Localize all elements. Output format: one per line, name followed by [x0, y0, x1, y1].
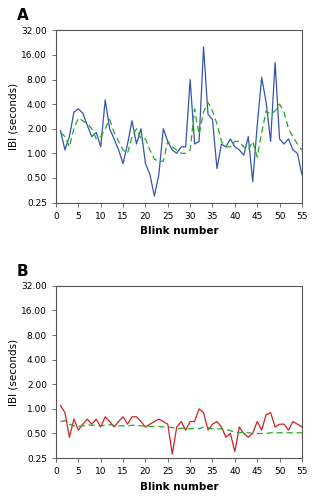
Y-axis label: IBI (seconds): IBI (seconds) — [8, 338, 18, 406]
X-axis label: Blink number: Blink number — [140, 226, 218, 236]
Y-axis label: IBI (seconds): IBI (seconds) — [8, 83, 18, 150]
Text: B: B — [17, 264, 28, 279]
Text: A: A — [17, 8, 28, 24]
X-axis label: Blink number: Blink number — [140, 482, 218, 492]
